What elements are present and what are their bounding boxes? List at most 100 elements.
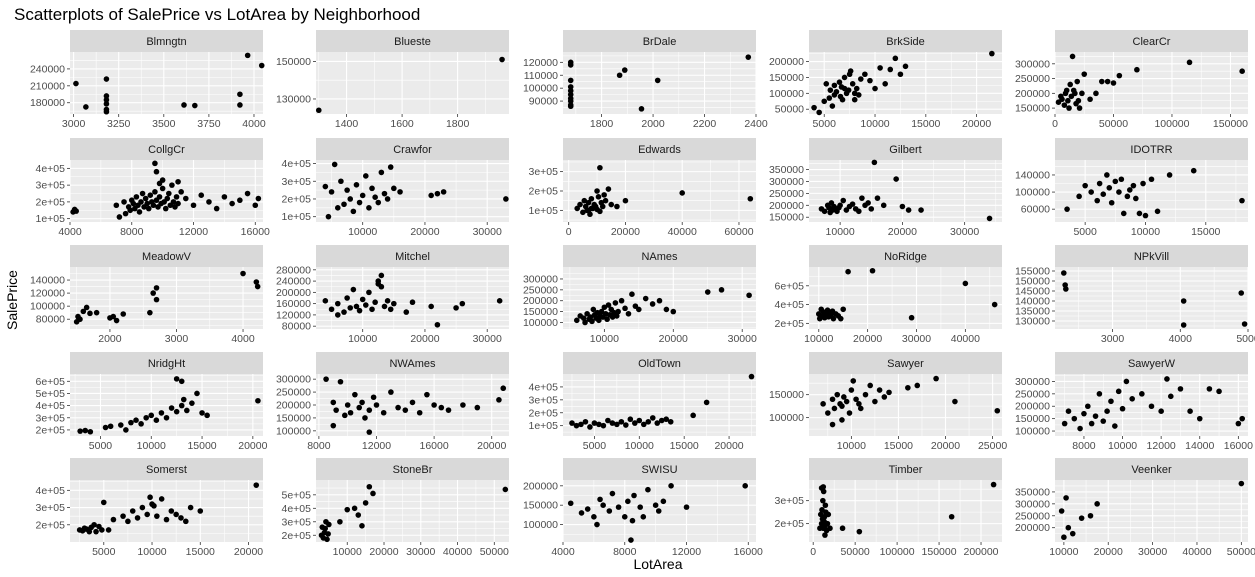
data-point [184,407,190,414]
data-point [93,309,100,316]
x-tick-label: 5000 [1073,226,1097,238]
data-point [1238,290,1245,296]
data-point [1216,388,1222,395]
data-point [1087,512,1094,519]
data-point [880,202,887,209]
data-point [580,315,587,321]
y-tick-label: 300000 [769,176,804,188]
facet-strip [70,30,263,52]
data-point [621,514,628,520]
y-tick-label: 100000 [523,83,558,95]
data-point [173,511,179,518]
data-point [1108,398,1114,405]
x-tick-label: 50000 [480,546,509,558]
data-point [655,508,662,514]
data-point [839,525,846,532]
data-point [602,197,609,204]
x-tick-label: 4000 [551,546,575,558]
x-tick-label: 50000 [1227,546,1255,558]
data-point [375,278,382,284]
data-point [1094,197,1101,204]
data-point [850,378,857,384]
y-tick-label: 150000 [523,306,558,318]
y-tick-label: 350000 [769,164,804,176]
facet-strip-label: OldTown [638,358,681,370]
x-tick-label: 3000 [1101,333,1125,345]
data-point [431,402,437,408]
data-point [197,508,204,514]
data-point [663,306,670,313]
data-point [409,299,416,306]
data-point [747,195,754,202]
data-point [460,402,466,408]
data-point [103,106,110,113]
data-point [1071,415,1078,422]
y-tick-label: 140000 [1015,296,1050,308]
y-tick-label: 280000 [276,264,311,276]
facet-somerst: Somerst 5000 10000 15000 20000 2e+05 3e+05 4e+0… [36,458,263,558]
data-point [153,417,160,423]
y-tick-label: 3e+05 [529,394,559,406]
facet-strip-label: NAmes [641,251,678,263]
data-point [322,298,329,304]
x-tick-label: 5000 [89,440,113,452]
data-point [500,385,507,392]
data-point [344,187,350,193]
data-point [1206,386,1213,392]
data-point [347,409,354,416]
data-point [103,76,110,82]
data-point [1110,80,1117,86]
data-point [582,319,588,326]
y-tick-label: 200000 [1015,88,1050,100]
data-point [330,422,337,429]
x-tick-label: 16000 [734,546,763,558]
data-point [595,194,602,200]
data-point [1133,195,1139,202]
facet-crawfor: Crawfor 10000 20000 30000 1e+05 2e+05 3e+05 4e+… [282,138,509,238]
data-point [334,300,341,307]
facet-strip-label: Mitchel [395,251,430,263]
data-point [387,306,394,313]
data-point [77,428,83,434]
facet-strip [809,30,1002,52]
y-tick-label: 300000 [523,273,558,285]
x-tick-label: 16000 [241,226,270,238]
x-tick-label: 25000 [978,440,1007,452]
data-point [597,496,603,503]
y-tick-label: 4e+05 [36,485,66,497]
x-tick-label: 30000 [1138,546,1167,558]
x-tick-label: 20000 [962,118,991,130]
x-tick-label: 12000 [1147,440,1176,452]
data-point [1104,172,1110,178]
data-point [1139,391,1145,397]
data-point [258,62,265,69]
facet-strip-label: StoneBr [393,464,433,476]
data-point [748,373,755,380]
y-tick-label: 6e+05 [775,280,805,292]
y-tick-label: 1e+05 [282,211,312,223]
data-point [1081,71,1088,77]
data-point [1112,178,1119,185]
x-tick-label: 1400 [335,118,359,130]
data-point [1142,212,1149,219]
data-point [253,482,260,488]
data-point [1077,425,1083,432]
data-point [372,299,378,306]
data-point [628,537,634,543]
data-point [638,106,645,112]
data-point [199,410,205,416]
y-tick-label: 150000 [769,389,804,401]
data-point [649,301,656,307]
data-point [83,304,90,311]
y-tick-label: 150000 [523,500,558,512]
y-tick-label: 80000 [36,314,65,326]
data-point [831,82,838,89]
data-point [573,422,580,429]
data-point [1126,187,1133,193]
data-point [822,502,829,509]
data-point [153,296,160,303]
data-point [990,481,997,488]
data-point [881,394,888,400]
data-point [378,283,385,290]
data-point [372,194,378,200]
